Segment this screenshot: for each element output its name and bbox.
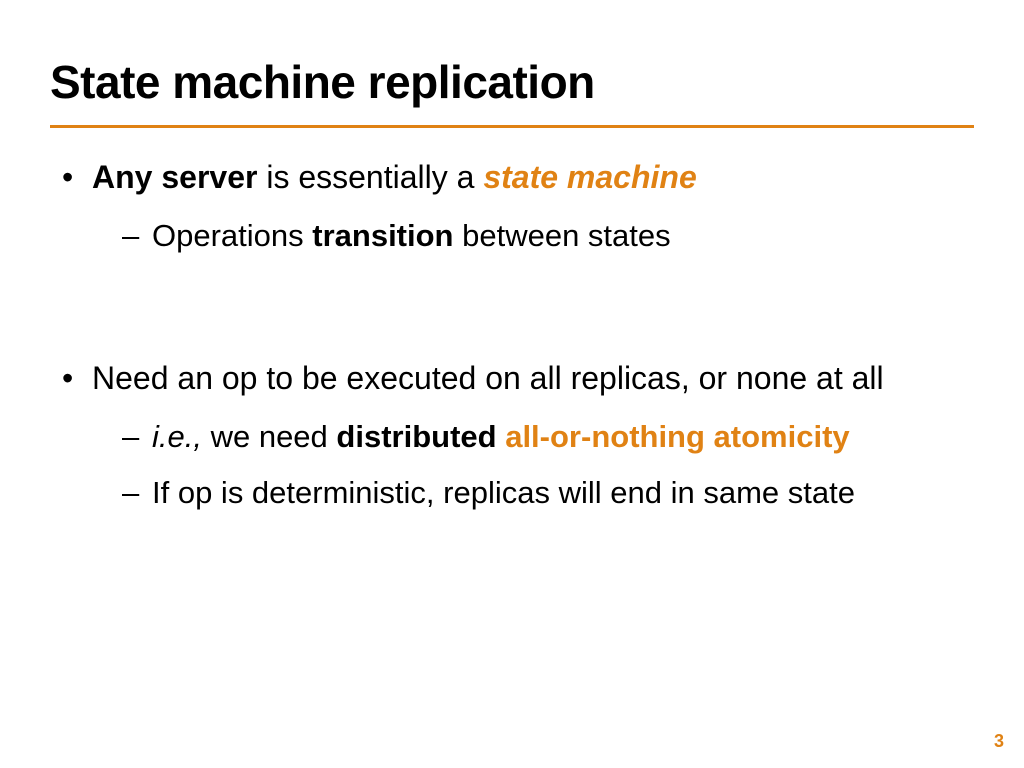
title-rule bbox=[50, 125, 974, 128]
text-run: Operations bbox=[152, 218, 312, 253]
text-run: distributed bbox=[336, 419, 496, 454]
sub-bullet-item: i.e., we need distributed all-or-nothing… bbox=[122, 416, 974, 458]
text-run: we need bbox=[202, 419, 336, 454]
sub-bullet-item: Operations transition between states bbox=[122, 215, 974, 257]
text-run: Any server bbox=[92, 159, 257, 195]
text-run: between states bbox=[454, 218, 671, 253]
bullet-item: Need an op to be executed on all replica… bbox=[58, 357, 974, 514]
text-run: is essentially a bbox=[257, 159, 483, 195]
text-run: If op is deterministic, replicas will en… bbox=[152, 475, 855, 510]
sub-bullet-item: If op is deterministic, replicas will en… bbox=[122, 472, 974, 514]
slide: State machine replication Any server is … bbox=[0, 0, 1024, 768]
bullet-list: Any server is essentially a state machin… bbox=[50, 156, 974, 514]
text-run: Need an op to be executed on all replica… bbox=[92, 360, 884, 396]
page-number: 3 bbox=[994, 731, 1004, 752]
text-run bbox=[497, 419, 506, 454]
sub-bullet-list: Operations transition between states bbox=[92, 215, 974, 257]
text-run: transition bbox=[312, 218, 453, 253]
bullet-item: Any server is essentially a state machin… bbox=[58, 156, 974, 257]
text-run: state machine bbox=[483, 159, 696, 195]
sub-bullet-list: i.e., we need distributed all-or-nothing… bbox=[92, 416, 974, 514]
slide-title: State machine replication bbox=[50, 55, 974, 109]
text-run: i.e., bbox=[152, 419, 202, 454]
text-run: all-or-nothing atomicity bbox=[505, 419, 849, 454]
